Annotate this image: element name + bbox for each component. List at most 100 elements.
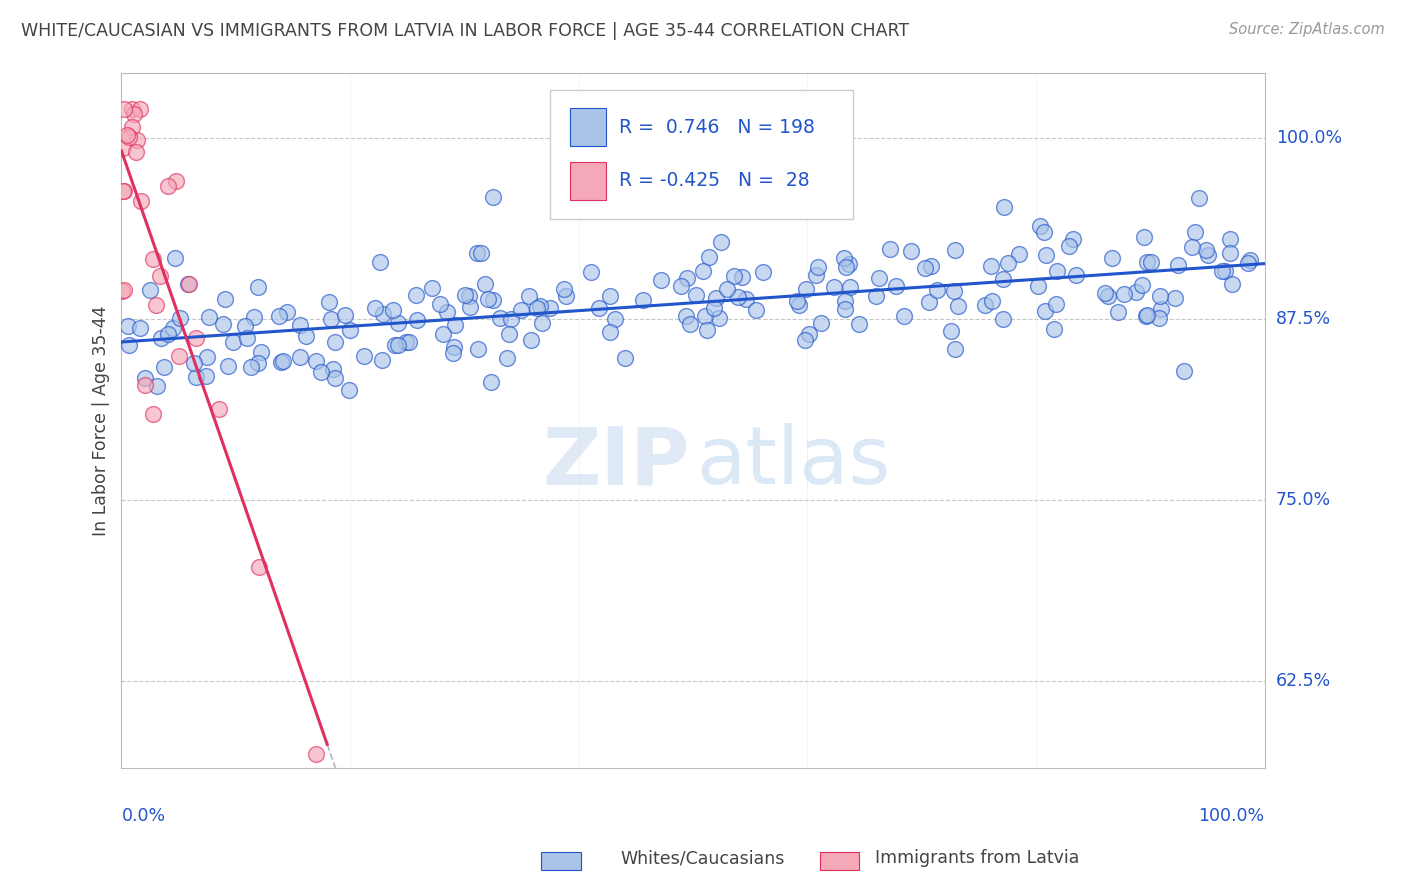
Point — [752, 265, 775, 279]
Point — [727, 290, 749, 304]
Point — [832, 252, 855, 266]
Point — [149, 268, 172, 283]
Point — [1239, 252, 1261, 267]
Point — [1136, 255, 1159, 269]
Point — [1150, 301, 1173, 316]
Point — [868, 271, 890, 285]
Point — [848, 317, 870, 331]
Point — [1135, 309, 1157, 323]
Point — [271, 353, 294, 368]
Point — [631, 293, 654, 307]
Point — [993, 200, 1015, 214]
Point — [697, 250, 720, 264]
Point — [1107, 305, 1129, 319]
Point — [139, 283, 162, 297]
Point — [1173, 364, 1195, 378]
Point — [1136, 308, 1159, 322]
Point — [305, 353, 328, 368]
Point — [177, 277, 200, 291]
Point — [807, 260, 830, 274]
Point — [162, 321, 184, 335]
Point — [267, 310, 290, 324]
Point — [1042, 322, 1064, 336]
Point — [276, 305, 298, 319]
Point — [112, 284, 135, 298]
Text: 62.5%: 62.5% — [1275, 673, 1331, 690]
Point — [786, 293, 808, 308]
Point — [335, 308, 357, 322]
Point — [1181, 240, 1204, 254]
Point — [337, 384, 360, 398]
Point — [650, 273, 672, 287]
FancyBboxPatch shape — [569, 161, 606, 200]
Point — [723, 268, 745, 283]
Point — [941, 324, 963, 338]
Point — [118, 338, 141, 352]
Point — [1062, 232, 1084, 246]
Point — [1195, 244, 1218, 258]
Point — [474, 277, 496, 291]
Point — [488, 311, 510, 326]
Point — [288, 318, 311, 333]
Point — [696, 323, 718, 337]
Point — [247, 280, 270, 294]
Point — [243, 310, 266, 324]
Point — [925, 283, 948, 297]
Point — [142, 252, 165, 267]
Point — [1130, 277, 1153, 292]
FancyBboxPatch shape — [569, 108, 606, 146]
Point — [322, 361, 344, 376]
Point — [529, 299, 551, 313]
Point — [676, 271, 699, 285]
Point — [112, 184, 135, 198]
Point — [121, 102, 143, 116]
Point — [441, 345, 464, 359]
Point — [142, 407, 165, 421]
Point — [319, 312, 342, 326]
Point — [198, 310, 221, 324]
Point — [294, 329, 316, 343]
Point — [918, 294, 941, 309]
Point — [131, 194, 153, 209]
Point — [1033, 225, 1056, 239]
Point — [605, 311, 627, 326]
Point — [793, 333, 815, 347]
Y-axis label: In Labor Force | Age 35-44: In Labor Force | Age 35-44 — [93, 305, 110, 536]
Point — [112, 140, 135, 154]
Point — [526, 301, 548, 315]
Point — [1197, 247, 1219, 261]
Point — [710, 235, 733, 249]
Point — [149, 331, 172, 345]
Point — [432, 326, 454, 341]
Point — [186, 330, 208, 344]
Point — [553, 282, 575, 296]
Point — [588, 301, 610, 316]
Point — [395, 334, 418, 349]
Point — [692, 264, 714, 278]
Point — [1139, 255, 1161, 269]
Point — [177, 277, 200, 291]
Point — [980, 259, 1002, 273]
Point — [498, 326, 520, 341]
Point — [1133, 230, 1156, 244]
Point — [318, 294, 340, 309]
Point — [920, 259, 942, 273]
Point — [948, 299, 970, 313]
Point — [467, 343, 489, 357]
Point — [339, 323, 361, 337]
Point — [1114, 286, 1136, 301]
Point — [1219, 232, 1241, 246]
Point — [810, 317, 832, 331]
Text: 75.0%: 75.0% — [1275, 491, 1331, 509]
Point — [1213, 264, 1236, 278]
Point — [838, 257, 860, 271]
Point — [429, 297, 451, 311]
Point — [794, 282, 817, 296]
Point — [1064, 268, 1087, 282]
Point — [477, 292, 499, 306]
Point — [134, 378, 156, 392]
Point — [305, 747, 328, 761]
Point — [129, 321, 152, 335]
Point — [371, 307, 394, 321]
Point — [834, 294, 856, 309]
